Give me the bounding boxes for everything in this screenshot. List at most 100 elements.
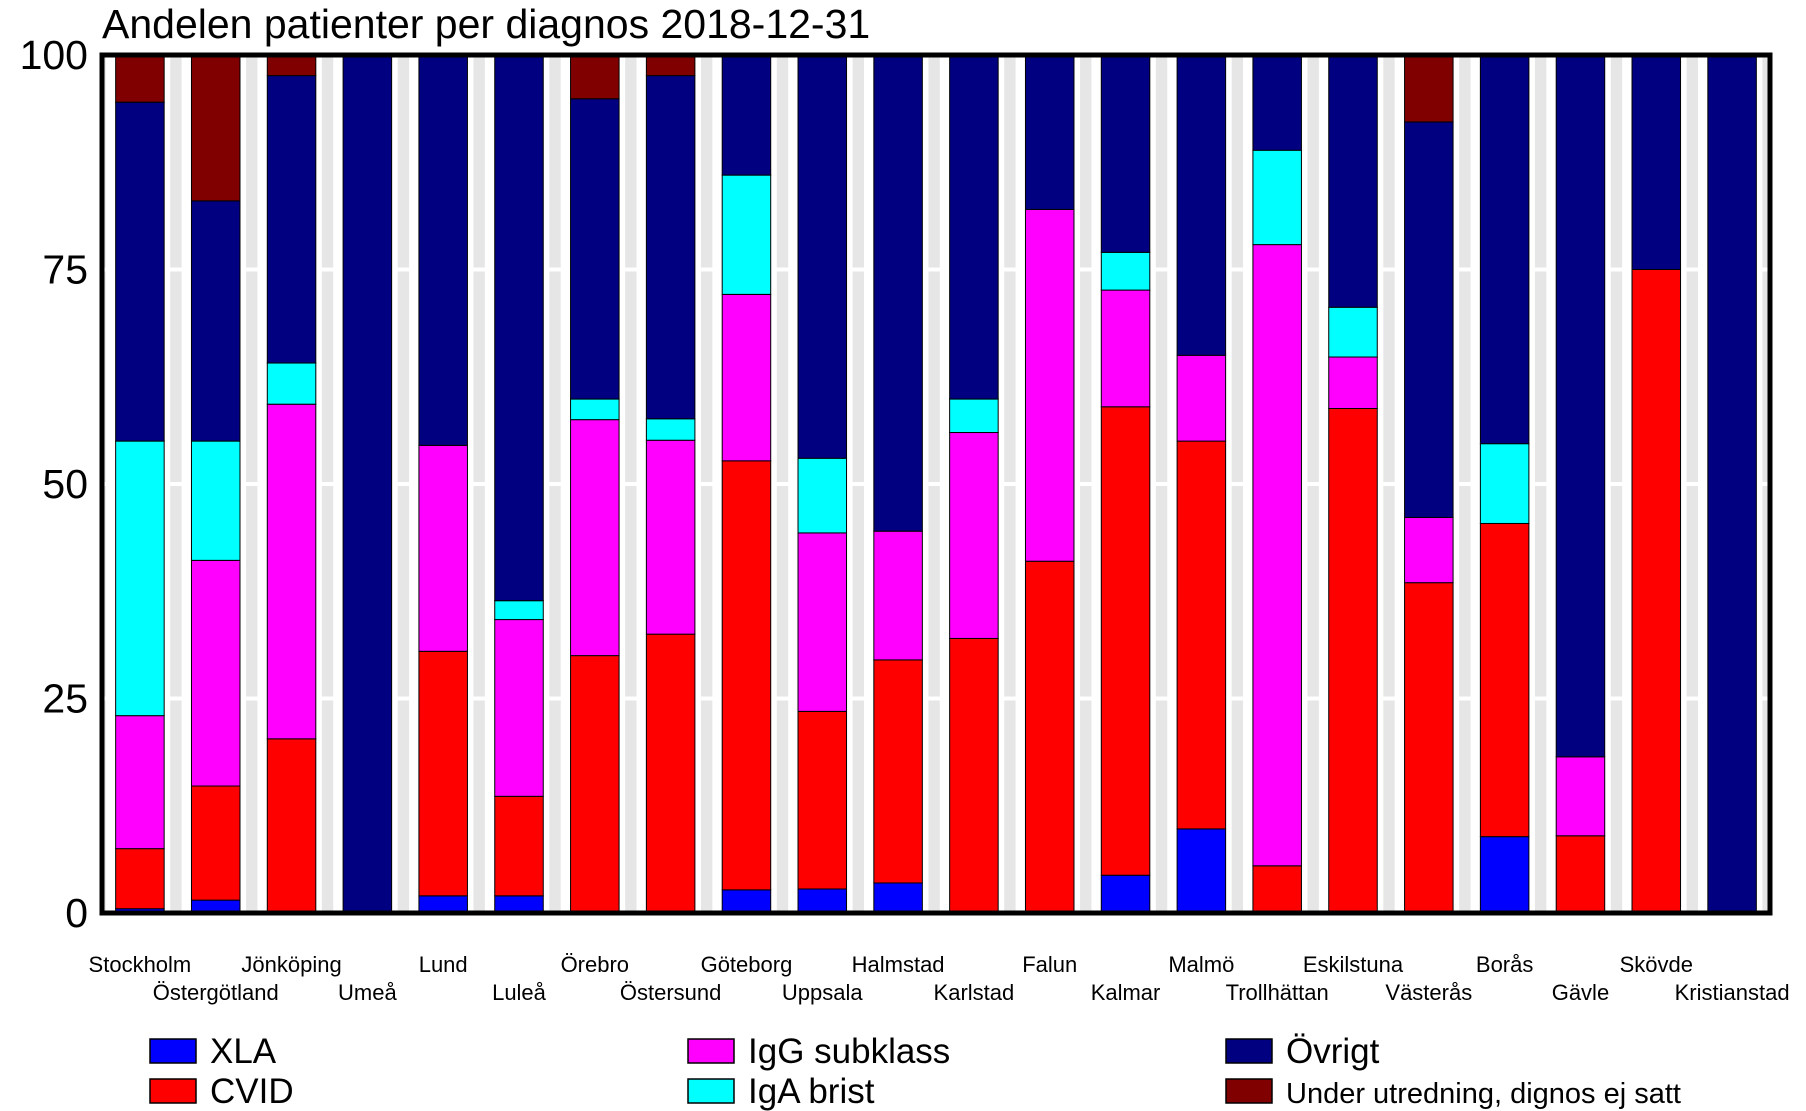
bar-Östersund-CVID — [645, 633, 696, 914]
bar-Östersund-Övrigt — [645, 75, 696, 420]
bar-Malmö-IgG subklass — [1176, 354, 1227, 442]
bar-Kalmar-IgA brist — [1100, 251, 1151, 291]
bars — [105, 54, 1763, 914]
bar-Karlstad-Övrigt — [949, 54, 999, 400]
bar-Stockholm-CVID — [115, 848, 165, 910]
x-tick-label: Lund — [419, 952, 468, 977]
bar-Göteborg-IgA brist — [721, 174, 772, 295]
legend-swatch — [1225, 1038, 1273, 1064]
bar-Göteborg-XLA — [721, 889, 772, 914]
bar-Jönköping-CVID — [266, 738, 317, 914]
bar-Skövde-CVID — [1631, 269, 1682, 914]
x-tick-label: Örebro — [561, 952, 629, 977]
bar-Uppsala-XLA — [797, 888, 848, 914]
x-tick-label: Borås — [1476, 952, 1533, 977]
bar-Eskilstuna-Övrigt — [1328, 54, 1378, 308]
legend-swatch — [149, 1038, 197, 1064]
legend-label: Övrigt — [1286, 1032, 1380, 1071]
bar-Jönköping-IgG subklass — [266, 403, 317, 740]
bar-Uppsala-IgG subklass — [797, 532, 848, 712]
y-tick-label: 100 — [20, 32, 88, 78]
bar-Borås-CVID — [1479, 522, 1530, 838]
bar-Halmstad-XLA — [873, 882, 923, 914]
bar-Eskilstuna-CVID — [1328, 407, 1378, 914]
bar-Eskilstuna-IgG subklass — [1328, 356, 1378, 409]
bar-Malmö-XLA — [1176, 828, 1227, 914]
bar-Luleå-IgG subklass — [494, 619, 544, 797]
bar-Jönköping-IgA brist — [266, 362, 317, 405]
plot-frame — [99, 52, 1773, 916]
bar-Karlstad-IgA brist — [949, 398, 999, 434]
bar-Kalmar-IgG subklass — [1100, 289, 1151, 408]
bar-Halmstad-Övrigt — [873, 54, 923, 532]
bar-Karlstad-CVID — [949, 637, 999, 914]
bar-Luleå-XLA — [494, 895, 544, 914]
legend-swatch — [687, 1038, 735, 1064]
bar-Falun-CVID — [1024, 560, 1075, 914]
bar-Gävle-CVID — [1555, 835, 1606, 914]
x-tick-label: Falun — [1022, 952, 1077, 977]
x-tick-label: Uppsala — [782, 980, 863, 1005]
x-tick-label: Halmstad — [852, 952, 945, 977]
y-tick-label: 75 — [42, 247, 88, 293]
x-tick-label: Västerås — [1385, 980, 1472, 1005]
bar-Jönköping-Under utredning, dignos ej satt — [266, 54, 317, 77]
bar-Gävle-Övrigt — [1555, 54, 1606, 758]
bar-Borås-Övrigt — [1479, 54, 1530, 445]
bar-Falun-Övrigt — [1024, 54, 1075, 210]
legend-label: IgA brist — [748, 1072, 875, 1111]
x-tick-label: Kalmar — [1091, 980, 1161, 1005]
bar-Kalmar-Övrigt — [1100, 55, 1151, 253]
legend-swatch — [149, 1078, 197, 1104]
bar-Karlstad-IgG subklass — [949, 432, 999, 639]
bar-Örebro-IgG subklass — [570, 419, 620, 657]
bar-Falun-IgG subklass — [1024, 208, 1075, 562]
bar-Östergötland-Under utredning, dignos ej satt — [190, 54, 241, 202]
x-tick-label: Göteborg — [701, 952, 793, 977]
bar-Östersund-IgA brist — [645, 418, 696, 441]
x-tick-label: Gävle — [1552, 980, 1609, 1005]
bar-Östersund-IgG subklass — [645, 439, 696, 635]
x-tick-label: Malmö — [1168, 952, 1234, 977]
bar-Borås-XLA — [1479, 836, 1530, 914]
bar-Lund-IgG subklass — [418, 444, 468, 652]
legend-swatch — [687, 1078, 735, 1104]
bar-Malmö-Övrigt — [1176, 54, 1227, 356]
bar-Luleå-Övrigt — [494, 54, 544, 602]
bar-Östergötland-IgG subklass — [190, 559, 241, 787]
legend-label: Under utredning, dignos ej satt — [1286, 1078, 1681, 1110]
bar-Lund-XLA — [418, 895, 468, 914]
x-tick-label: Jönköping — [241, 952, 341, 977]
bar-Västerås-IgG subklass — [1404, 516, 1454, 584]
legend-swatch — [1225, 1078, 1273, 1104]
bar-Lund-CVID — [418, 650, 468, 897]
x-tick-label: Umeå — [338, 980, 397, 1005]
x-axis-tick-labels: Stockholm Östergötland Jönköping Umeå Lund Lu… — [89, 952, 1790, 1005]
x-tick-label: Östersund — [620, 980, 722, 1005]
bar-Jönköping-Övrigt — [266, 75, 317, 364]
bar-Västerås-Under utredning, dignos ej satt — [1404, 54, 1454, 123]
x-tick-label: Eskilstuna — [1303, 952, 1404, 977]
legend-label: CVID — [210, 1072, 294, 1111]
bar-Borås-IgA brist — [1479, 443, 1530, 524]
bar-Luleå-IgA brist — [494, 600, 544, 621]
bar-Umeå-Övrigt — [342, 54, 393, 914]
bar-Uppsala-Övrigt — [797, 54, 848, 459]
bar-Stockholm-Under utredning, dignos ej satt — [115, 54, 165, 103]
bar-Kalmar-XLA — [1100, 874, 1151, 914]
bar-Kristianstad-Övrigt — [1707, 54, 1757, 914]
bar-Halmstad-CVID — [873, 659, 923, 884]
bar-Västerås-CVID — [1404, 582, 1454, 914]
bar-Uppsala-IgA brist — [797, 457, 848, 534]
chart-title: Andelen patienter per diagnos 2018-12-31 — [102, 1, 871, 47]
bar-Lund-Övrigt — [418, 54, 468, 446]
bar-Trollhättan-CVID — [1252, 865, 1302, 914]
bar-Halmstad-IgG subklass — [873, 530, 923, 661]
bar-Göteborg-Övrigt — [721, 54, 772, 176]
x-tick-label: Skövde — [1620, 952, 1693, 977]
bar-Örebro-CVID — [570, 655, 620, 914]
x-tick-label: Luleå — [492, 980, 547, 1005]
bar-Trollhättan-Övrigt — [1252, 54, 1302, 151]
